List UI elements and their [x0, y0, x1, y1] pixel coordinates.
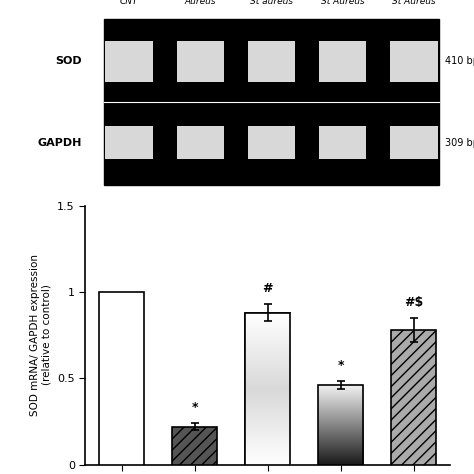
Text: 309 bp: 309 bp [445, 137, 474, 148]
Text: SOD: SOD [55, 56, 82, 66]
Bar [390, 41, 438, 82]
Text: NS+
GA+
St Aureus: NS+ GA+ St Aureus [392, 0, 436, 6]
Bar [319, 126, 366, 159]
Bar [245, 312, 291, 465]
Text: NS+
St aureus: NS+ St aureus [250, 0, 293, 6]
Bar [248, 41, 295, 82]
Bar [245, 312, 291, 465]
Bar [176, 126, 224, 159]
Text: #$: #$ [404, 296, 423, 309]
Bar [318, 385, 364, 465]
Y-axis label: SOD mRNA/ GAPDH expression
(relative to control): SOD mRNA/ GAPDH expression (relative to … [30, 254, 52, 416]
Bar [105, 41, 153, 82]
Bar [176, 41, 224, 82]
Text: *: * [337, 359, 344, 372]
Bar [390, 126, 438, 159]
Text: 410 bp: 410 bp [445, 56, 474, 66]
Text: St
Aureus: St Aureus [184, 0, 216, 6]
Bar [99, 292, 145, 465]
Text: *: * [191, 401, 198, 414]
Bar [105, 126, 153, 159]
Bar [248, 126, 295, 159]
Bar [103, 19, 439, 185]
Text: CNT: CNT [120, 0, 138, 6]
Bar [391, 330, 437, 465]
Text: GA
+
St Aureus: GA + St Aureus [321, 0, 365, 6]
Text: GAPDH: GAPDH [37, 137, 82, 148]
Bar [172, 427, 218, 465]
Text: #: # [263, 283, 273, 295]
Bar [319, 41, 366, 82]
